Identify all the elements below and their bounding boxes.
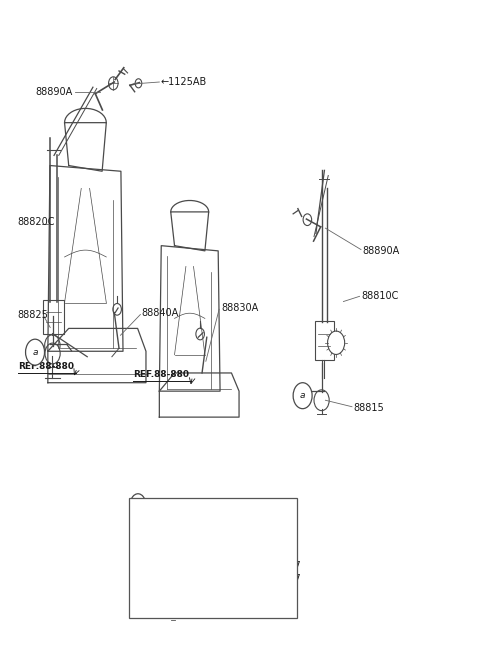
Text: 88810C: 88810C: [361, 291, 398, 301]
Text: a: a: [32, 348, 38, 357]
Circle shape: [327, 331, 345, 354]
FancyBboxPatch shape: [315, 320, 334, 360]
Text: 88825: 88825: [17, 310, 48, 320]
Text: 88890A: 88890A: [362, 246, 400, 256]
Circle shape: [293, 383, 312, 409]
Circle shape: [135, 79, 142, 88]
Text: 88830A: 88830A: [221, 303, 258, 313]
FancyBboxPatch shape: [129, 498, 297, 618]
Circle shape: [303, 214, 312, 225]
Text: a: a: [300, 391, 305, 400]
Circle shape: [113, 303, 121, 315]
Circle shape: [45, 335, 60, 356]
Text: 88820C: 88820C: [17, 217, 55, 227]
Text: 88840A: 88840A: [142, 309, 179, 318]
Text: 88837: 88837: [270, 561, 300, 571]
Text: 88815: 88815: [354, 403, 384, 413]
Circle shape: [25, 339, 45, 365]
Circle shape: [314, 390, 329, 411]
Text: 88847: 88847: [270, 574, 300, 584]
Text: REF.88-880: REF.88-880: [18, 362, 74, 371]
Text: 88890A: 88890A: [36, 87, 73, 98]
Circle shape: [45, 343, 60, 364]
Circle shape: [196, 328, 204, 340]
Circle shape: [131, 494, 145, 515]
Circle shape: [108, 77, 118, 90]
Text: REF.88-880: REF.88-880: [133, 370, 189, 379]
FancyBboxPatch shape: [43, 300, 64, 333]
Text: a: a: [135, 500, 141, 509]
Text: ←1125AB: ←1125AB: [161, 77, 207, 87]
